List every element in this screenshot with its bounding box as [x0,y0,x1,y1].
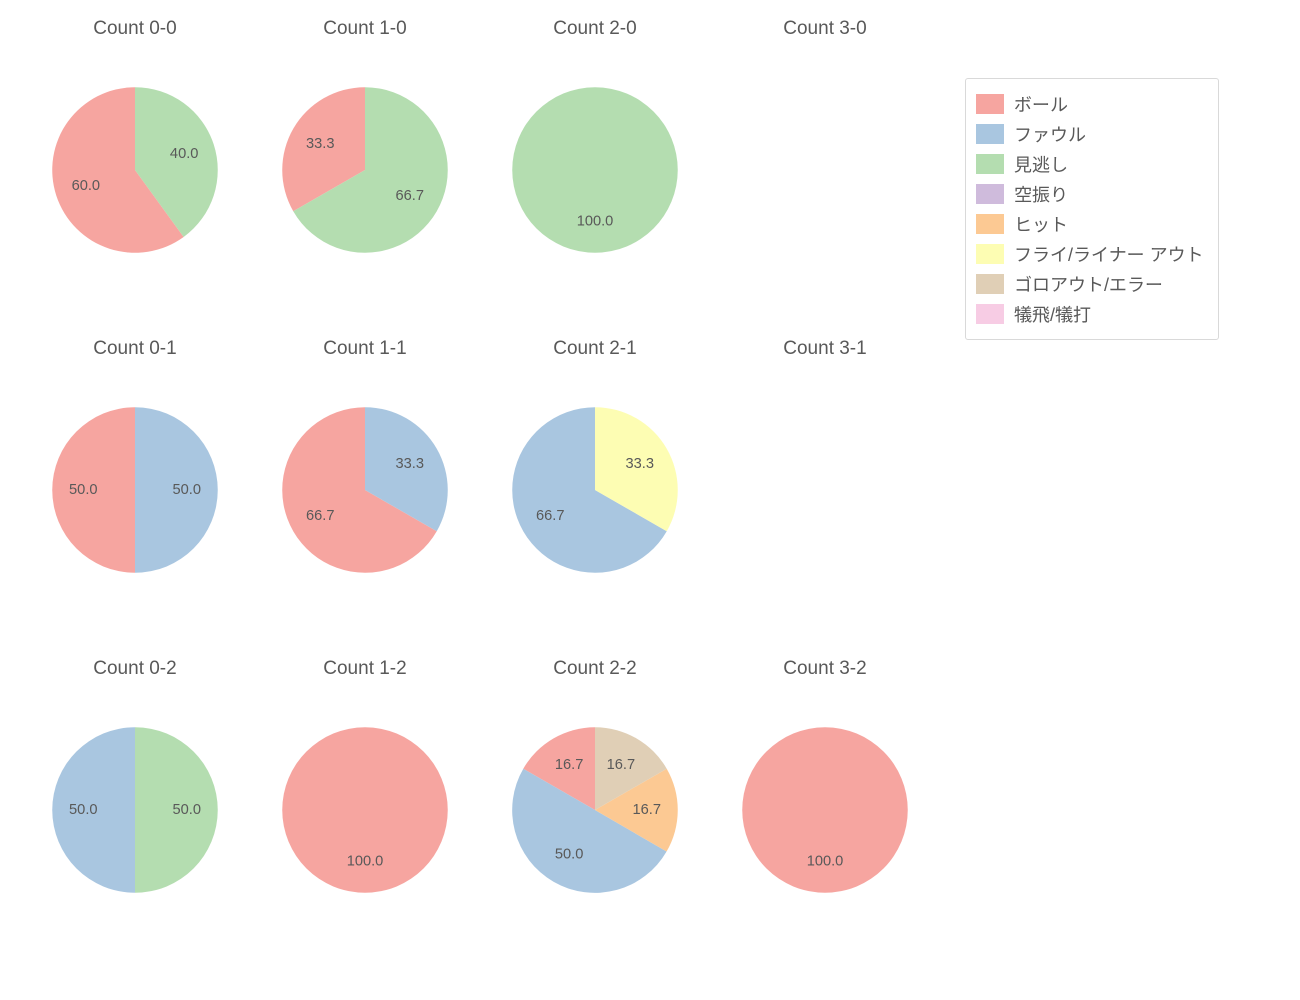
legend-swatch [976,304,1004,324]
chart-title: Count 3-0 [710,18,940,40]
pie-c21: 66.7 33.3 [495,390,695,590]
legend-swatch [976,244,1004,264]
pie-c12: 100.0 [265,710,465,910]
cell-c31: Count 3-1 [710,320,940,640]
pie-c31 [725,390,925,590]
legend-swatch [976,274,1004,294]
legend-swatch [976,124,1004,144]
legend-item-groundout: ゴロアウト/エラー [976,269,1204,299]
chart-title: Count 2-1 [480,338,710,360]
slice-label-ball: 66.7 [306,508,335,524]
slice-label-miss: 100.0 [577,214,614,230]
cell-c02: Count 0-2 50.0 50.0 [20,640,250,960]
legend-item-miss: 見逃し [976,149,1204,179]
chart-title: Count 3-2 [710,658,940,680]
slice-label-ball: 50.0 [69,482,98,498]
pie-c01: 50.0 50.0 [35,390,235,590]
cell-c32: Count 3-2 100.0 [710,640,940,960]
chart-title: Count 1-0 [250,18,480,40]
slice-label-groundout: 16.7 [607,757,636,773]
pie-c10: 33.3 66.7 [265,70,465,270]
legend-label: ヒット [1014,211,1068,237]
legend-item-ball: ボール [976,89,1204,119]
cell-c00: Count 0-0 60.0 40.0 [20,0,250,320]
legend-label: ファウル [1014,121,1086,147]
chart-title: Count 0-0 [20,18,250,40]
legend-item-flyout: フライ/ライナー アウト [976,239,1204,269]
legend-swatch [976,184,1004,204]
pie-c32: 100.0 [725,710,925,910]
slice-label-foul: 50.0 [69,802,98,818]
slice-label-foul: 33.3 [396,456,425,472]
cell-c10: Count 1-0 33.3 66.7 [250,0,480,320]
cell-c22: Count 2-2 16.7 50.0 16.7 16.7 [480,640,710,960]
pie-c22: 16.7 50.0 16.7 16.7 [495,710,695,910]
pie-c02: 50.0 50.0 [35,710,235,910]
slice-label-foul: 50.0 [555,847,584,863]
legend-label: ボール [1014,91,1068,117]
legend-swatch [976,214,1004,234]
legend-swatch [976,154,1004,174]
slice-label-foul: 66.7 [536,508,565,524]
chart-title: Count 3-1 [710,338,940,360]
cell-c11: Count 1-1 66.7 33.3 [250,320,480,640]
legend: ボールファウル見逃し空振りヒットフライ/ライナー アウトゴロアウト/エラー犠飛/… [965,78,1219,340]
slice-label-miss: 40.0 [170,146,199,162]
chart-title: Count 2-2 [480,658,710,680]
chart-title: Count 0-2 [20,658,250,680]
slice-label-flyout: 33.3 [626,456,655,472]
pie-grid: Count 0-060.040.0Count 1-033.366.7Count … [20,0,940,960]
cell-c20: Count 2-0 100.0 [480,0,710,320]
legend-label: ゴロアウト/エラー [1014,271,1163,297]
legend-item-sac: 犠飛/犠打 [976,299,1204,329]
legend-label: 空振り [1014,181,1068,207]
pie-c00: 60.0 40.0 [35,70,235,270]
chart-title: Count 1-1 [250,338,480,360]
chart-title: Count 2-0 [480,18,710,40]
legend-item-foul: ファウル [976,119,1204,149]
legend-item-swing: 空振り [976,179,1204,209]
cell-c01: Count 0-1 50.0 50.0 [20,320,250,640]
cell-c21: Count 2-1 66.7 33.3 [480,320,710,640]
chart-title: Count 1-2 [250,658,480,680]
slice-label-ball: 16.7 [555,757,584,773]
legend-label: 見逃し [1014,151,1068,177]
pie-c30 [725,70,925,270]
slice-label-miss: 50.0 [172,802,201,818]
pie-c11: 66.7 33.3 [265,390,465,590]
slice-label-miss: 66.7 [396,188,425,204]
cell-c12: Count 1-2 100.0 [250,640,480,960]
legend-label: 犠飛/犠打 [1014,301,1091,327]
slice-label-ball: 100.0 [347,854,384,870]
pie-c20: 100.0 [495,70,695,270]
legend-swatch [976,94,1004,114]
legend-label: フライ/ライナー アウト [1014,241,1204,267]
slice-label-ball: 60.0 [72,178,101,194]
slice-label-foul: 50.0 [172,482,201,498]
slice-label-ball: 100.0 [807,854,844,870]
cell-c30: Count 3-0 [710,0,940,320]
slice-label-hit: 16.7 [632,802,661,818]
chart-title: Count 0-1 [20,338,250,360]
slice-label-ball: 33.3 [306,136,335,152]
legend-item-hit: ヒット [976,209,1204,239]
